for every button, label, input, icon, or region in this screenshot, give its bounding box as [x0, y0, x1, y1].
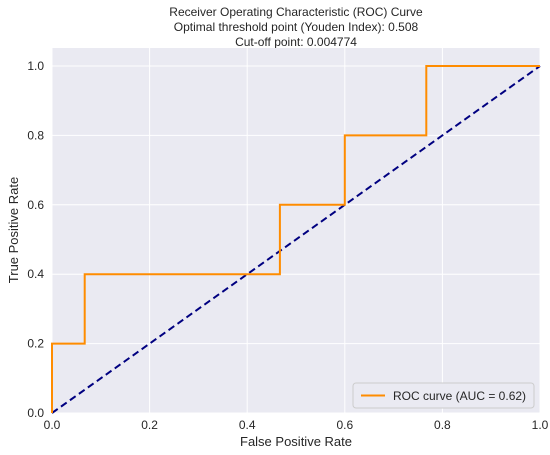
y-tick-label: 0.8 [27, 128, 44, 142]
y-tick-label: 0.0 [27, 406, 44, 420]
series-layer [51, 65, 541, 414]
y-axis-label: True Positive Rate [6, 177, 21, 283]
x-tick-label: 0.2 [141, 418, 158, 432]
chart-title-line-1: Receiver Operating Characteristic (ROC) … [169, 5, 423, 19]
x-axis-label: False Positive Rate [240, 434, 352, 449]
plot-area [52, 48, 540, 413]
y-tick-label: 0.4 [27, 267, 44, 281]
legend-label-roc: ROC curve (AUC = 0.62) [393, 389, 526, 403]
legend: ROC curve (AUC = 0.62) [352, 382, 535, 409]
chart-title-line-2: Optimal threshold point (Youden Index): … [174, 20, 419, 34]
y-tick-label: 0.6 [27, 198, 44, 212]
grid-lines [51, 48, 541, 414]
y-tick-label: 0.2 [27, 337, 44, 351]
x-tick-label: 0.8 [434, 418, 451, 432]
legend-box [352, 382, 535, 409]
roc-curve-line [51, 65, 540, 413]
chance-diagonal-line [51, 65, 541, 414]
x-tick-label: 0.6 [336, 418, 353, 432]
tick-labels: 0.0 0.2 0.4 0.6 0.8 1.0 0.0 0.2 0.4 0.6 0.8 1.0 [27, 59, 548, 432]
y-tick-label: 1.0 [27, 59, 44, 73]
x-tick-label: 1.0 [532, 418, 549, 432]
x-tick-label: 0.0 [44, 418, 61, 432]
x-tick-label: 0.4 [239, 418, 256, 432]
chart-title-line-3: Cut-off point: 0.004774 [235, 35, 357, 49]
